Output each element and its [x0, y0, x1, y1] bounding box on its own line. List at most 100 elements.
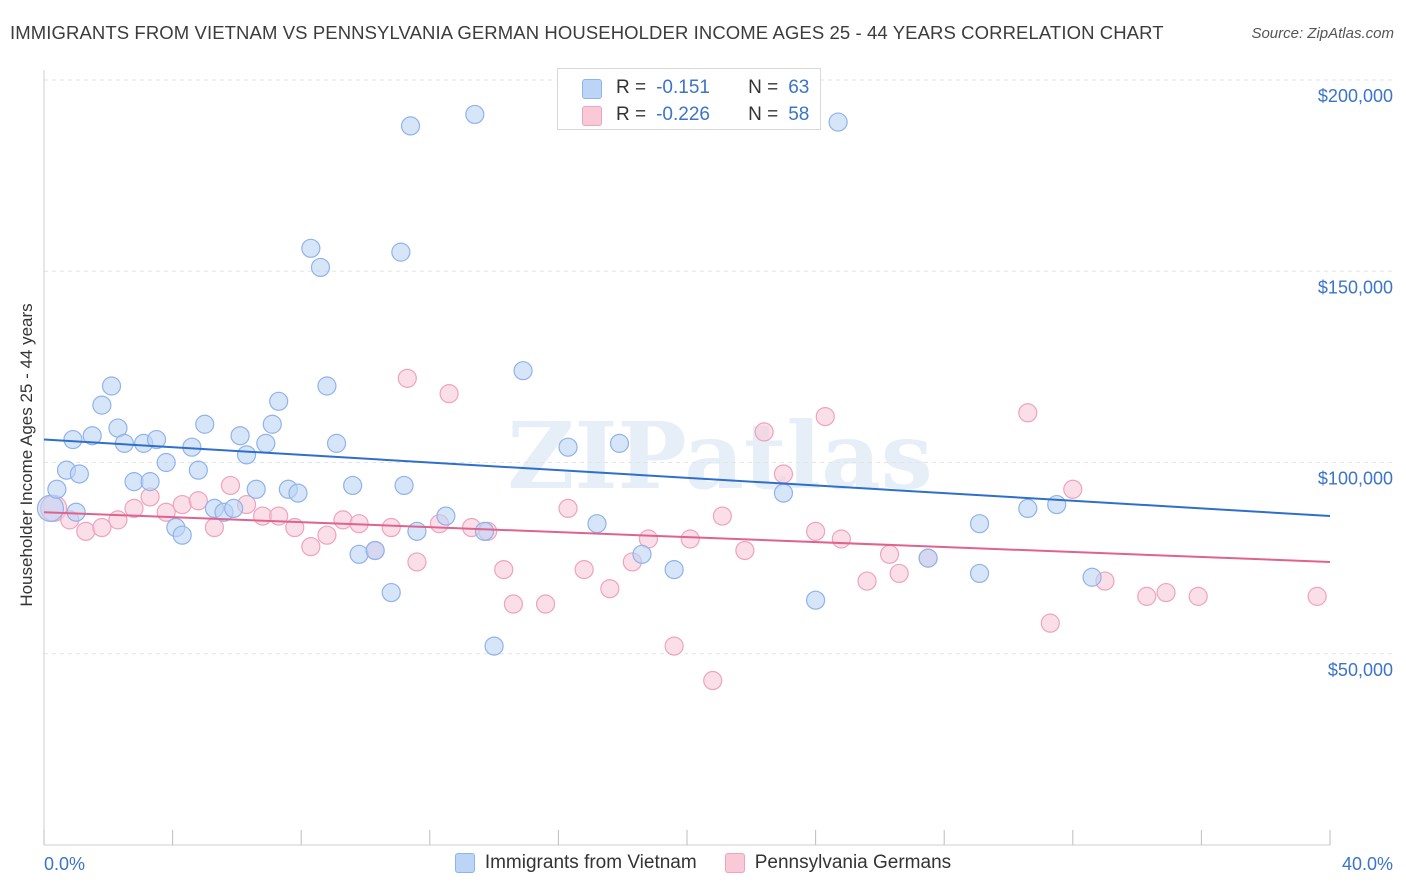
- blue-point: [969, 514, 990, 534]
- pink-point: [333, 510, 353, 530]
- blue-point: [1082, 567, 1102, 587]
- pink-point: [1040, 613, 1060, 633]
- y-tick-label: $100,000: [1318, 469, 1393, 489]
- blue-point: [156, 452, 176, 473]
- pink-point: [815, 407, 835, 427]
- pink-point: [76, 521, 96, 541]
- r-label: R =: [616, 104, 647, 125]
- pink-point: [680, 529, 700, 549]
- n-value-pink: 58: [788, 104, 810, 125]
- x-tick-label-min: 0.0%: [44, 854, 85, 874]
- pink-point: [204, 517, 224, 538]
- pink-point: [92, 517, 112, 538]
- pink-point: [1156, 582, 1176, 603]
- legend-swatch-pink: [724, 853, 745, 873]
- blue-point: [317, 376, 337, 396]
- stats-swatch-pink: [582, 106, 602, 126]
- trend-lines: [43, 438, 1331, 563]
- source-label: Source: ZipAtlas.com: [1251, 25, 1394, 42]
- n-value-blue: 63: [788, 77, 810, 98]
- blue-point: [310, 257, 331, 278]
- blue-point: [301, 238, 321, 258]
- pink-point: [317, 525, 337, 545]
- pink-point: [773, 464, 794, 484]
- blue-point: [828, 112, 848, 132]
- blue-point: [224, 498, 244, 518]
- blue-point: [805, 590, 826, 610]
- blue-point: [381, 582, 401, 603]
- pink-point: [407, 552, 427, 572]
- blue-point: [92, 395, 112, 415]
- stats-swatch-blue: [582, 79, 602, 99]
- gridlines: [44, 79, 1393, 655]
- blue-point: [188, 460, 208, 480]
- legend-item-pa-germans[interactable]: Pennsylvania Germans: [724, 852, 952, 874]
- n-label: N =: [748, 77, 779, 98]
- pink-point: [574, 559, 594, 580]
- blue-point: [609, 433, 630, 453]
- pink-point: [1063, 479, 1083, 499]
- pink-point: [600, 579, 620, 599]
- blue-point: [365, 540, 385, 561]
- pink-point: [397, 368, 417, 388]
- blue-point: [558, 437, 578, 457]
- y-tick-label: $50,000: [1328, 660, 1393, 680]
- blue-point: [69, 464, 89, 484]
- legend-item-vietnam[interactable]: Immigrants from Vietnam: [454, 852, 697, 874]
- blue-point: [230, 426, 250, 446]
- pink-point: [301, 537, 321, 557]
- legend-swatch-blue: [454, 853, 475, 873]
- blue-point: [36, 494, 65, 522]
- pink-point: [381, 517, 401, 538]
- pink-point: [156, 502, 176, 522]
- blue-point: [773, 483, 794, 503]
- blue-point: [195, 414, 215, 434]
- blue-point: [407, 521, 427, 541]
- blue-point: [587, 514, 607, 534]
- blue-point: [465, 104, 485, 125]
- pink-point: [712, 506, 732, 526]
- pink-point: [857, 571, 877, 591]
- blue-point: [1047, 494, 1067, 515]
- pink-point: [831, 529, 851, 549]
- pink-point: [558, 498, 578, 518]
- pink-point: [1307, 586, 1327, 606]
- pink-point: [754, 422, 774, 442]
- r-label: R =: [616, 77, 647, 98]
- trend-line-pink: [43, 511, 1331, 563]
- pink-point: [439, 384, 459, 404]
- watermark: ZIPatlas: [507, 402, 932, 510]
- y-tick-label: $200,000: [1318, 86, 1393, 106]
- blue-point: [474, 521, 495, 541]
- pink-point: [108, 510, 128, 530]
- blue-point: [63, 429, 83, 450]
- blue-point: [391, 242, 411, 262]
- legend-label-pa-germans: Pennsylvania Germans: [754, 852, 952, 873]
- blue-point: [1018, 498, 1038, 518]
- pink-point: [220, 475, 241, 496]
- pink-point: [1018, 403, 1038, 423]
- pink-point: [172, 494, 192, 515]
- pink-point: [1137, 586, 1157, 606]
- r-value-blue: -0.151: [656, 77, 710, 98]
- blue-point: [326, 433, 347, 453]
- blue-point: [262, 414, 282, 434]
- blue-point: [484, 636, 504, 656]
- blue-point: [918, 548, 938, 568]
- blue-point: [236, 445, 257, 465]
- blue-point: [394, 475, 414, 496]
- blue-point: [436, 506, 456, 526]
- blue-point: [82, 426, 102, 446]
- r-value-pink: -0.226: [656, 104, 710, 125]
- blue-point: [269, 391, 289, 411]
- pink-point: [188, 491, 208, 511]
- blue-point: [256, 433, 276, 453]
- legend-label-vietnam: Immigrants from Vietnam: [484, 852, 697, 873]
- blue-point: [349, 544, 369, 564]
- pink-point: [879, 544, 900, 564]
- pink-point: [735, 540, 755, 561]
- blue-point: [146, 429, 167, 450]
- trend-line-blue: [43, 438, 1331, 518]
- legend: Immigrants from Vietnam Pennsylvania Ger…: [0, 852, 1406, 874]
